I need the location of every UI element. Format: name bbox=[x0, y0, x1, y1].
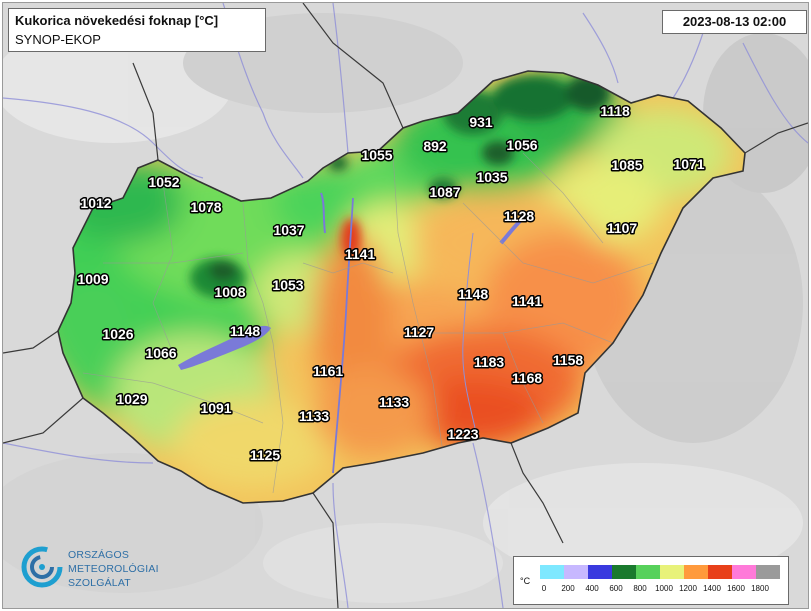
station-931: 931 bbox=[469, 114, 493, 130]
legend-swatch bbox=[564, 565, 588, 579]
station-1009: 1009 bbox=[77, 271, 108, 287]
station-1148a: 1148 bbox=[458, 286, 489, 302]
station-1148b: 1148 bbox=[230, 323, 261, 339]
lake-balaton bbox=[178, 325, 271, 370]
station-labels: 1118 931 892 1056 1055 1085 1071 1035 1087 1052 10… bbox=[76, 102, 706, 465]
legend-swatch bbox=[684, 565, 708, 579]
station-1168: 1168 bbox=[512, 370, 543, 386]
station-1085: 1085 bbox=[611, 157, 642, 173]
legend-tick-label: 1400 bbox=[703, 584, 721, 593]
temperature-map: 1118 931 892 1056 1055 1085 1071 1035 1087 1052 10… bbox=[3, 3, 808, 608]
logo-text-line3: SZOLGÁLAT bbox=[68, 577, 131, 589]
station-1052: 1052 bbox=[148, 174, 179, 190]
legend-tick-label: 400 bbox=[585, 584, 599, 593]
hungary-border bbox=[57, 70, 746, 504]
color-legend: °C 0 200 400 600 800 1000 1200 1400 1600 1800 bbox=[513, 556, 789, 605]
station-1125: 1125 bbox=[250, 447, 281, 463]
station-1037: 1037 bbox=[273, 222, 304, 238]
legend-swatch bbox=[708, 565, 732, 579]
station-1012: 1012 bbox=[80, 195, 111, 211]
legend-tick-label: 1200 bbox=[679, 584, 697, 593]
station-1223: 1223 bbox=[447, 426, 478, 442]
legend-tick-label: 1000 bbox=[655, 584, 673, 593]
legend-swatch bbox=[588, 565, 612, 579]
station-1183: 1183 bbox=[474, 354, 505, 370]
station-1118: 1118 bbox=[600, 103, 630, 119]
legend-tick-label: 800 bbox=[633, 584, 647, 593]
map-subtitle: SYNOP-EKOP bbox=[15, 32, 101, 47]
legend-swatch bbox=[732, 565, 756, 579]
station-1029: 1029 bbox=[116, 391, 147, 407]
legend-tick-label: 1600 bbox=[727, 584, 745, 593]
legend-tick-label: 200 bbox=[561, 584, 575, 593]
spiral-logo-icon bbox=[21, 546, 63, 588]
legend-tick-label: 0 bbox=[542, 584, 547, 593]
station-1128: 1128 bbox=[504, 208, 535, 224]
station-892: 892 bbox=[423, 138, 447, 154]
legend-swatch bbox=[756, 565, 780, 579]
station-1053: 1053 bbox=[272, 277, 303, 293]
title-box: Kukorica növekedési foknap [°C] SYNOP-EK… bbox=[8, 8, 266, 52]
station-1133a: 1133 bbox=[299, 408, 330, 424]
station-1107: 1107 bbox=[607, 220, 638, 236]
station-1026: 1026 bbox=[102, 326, 133, 342]
station-1141a: 1141 bbox=[345, 246, 376, 262]
datetime-label: 2023-08-13 02:00 bbox=[662, 10, 807, 34]
logo-text-line1: ORSZÁGOS bbox=[68, 549, 130, 561]
station-1087: 1087 bbox=[429, 184, 460, 200]
legend-swatch bbox=[636, 565, 660, 579]
legend-swatch bbox=[540, 565, 564, 579]
country-borders bbox=[3, 3, 808, 608]
station-1055: 1055 bbox=[361, 147, 392, 163]
legend-tick-label: 600 bbox=[609, 584, 623, 593]
rivers-outside bbox=[3, 3, 808, 608]
station-1161: 1161 bbox=[313, 363, 344, 379]
station-1158: 1158 bbox=[553, 352, 584, 368]
logo-text-line2: METEOROLÓGIAI bbox=[68, 563, 159, 575]
station-1008: 1008 bbox=[214, 284, 245, 300]
station-1056: 1056 bbox=[506, 137, 537, 153]
station-1141b: 1141 bbox=[512, 293, 543, 309]
station-1133b: 1133 bbox=[379, 394, 410, 410]
legend-scale: °C 0 200 400 600 800 1000 1200 1400 1600 1800 bbox=[520, 565, 780, 593]
legend-swatch bbox=[612, 565, 636, 579]
station-1035: 1035 bbox=[476, 169, 507, 185]
station-1091: 1091 bbox=[200, 400, 231, 416]
station-1127: 1127 bbox=[404, 324, 435, 340]
map-title: Kukorica növekedési foknap [°C] bbox=[15, 13, 219, 28]
station-1071: 1071 bbox=[673, 156, 704, 172]
station-1066: 1066 bbox=[145, 345, 176, 361]
legend-tick-label: 1800 bbox=[751, 584, 769, 593]
legend-unit: °C bbox=[520, 576, 531, 586]
legend-swatch bbox=[660, 565, 684, 579]
station-1078: 1078 bbox=[190, 199, 221, 215]
omsz-logo: ORSZÁGOS METEOROLÓGIAI SZOLGÁLAT bbox=[20, 543, 190, 593]
